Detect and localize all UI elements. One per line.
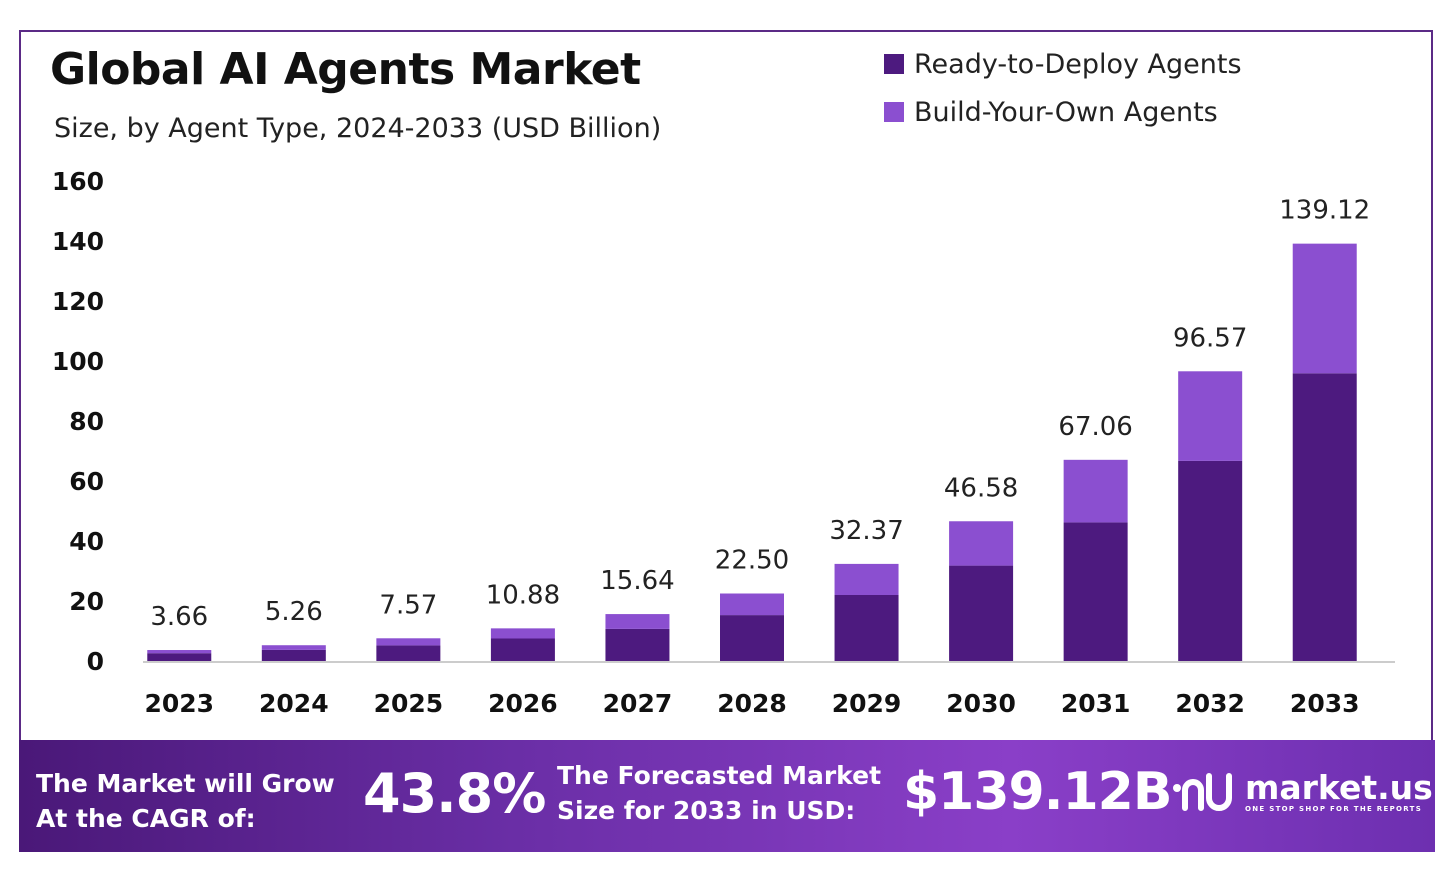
bar-segment-build-your-own bbox=[376, 638, 441, 646]
cagr-value: 43.8% bbox=[363, 762, 546, 825]
bar-segment-build-your-own bbox=[834, 563, 899, 595]
legend-swatch-build-your-own bbox=[884, 102, 904, 122]
summary-banner: The Market will Grow At the CAGR of: 43.… bbox=[19, 740, 1435, 852]
bar-total-label: 5.26 bbox=[265, 597, 323, 627]
legend-item-build-your-own: Build-Your-Own Agents bbox=[884, 88, 1242, 136]
bar-segment-ready-to-deploy bbox=[1063, 522, 1128, 661]
x-tick-label: 2030 bbox=[946, 689, 1016, 718]
bar-total-label: 3.66 bbox=[150, 602, 208, 632]
bar-segment-ready-to-deploy bbox=[261, 649, 326, 661]
cagr-label-line2: At the CAGR of: bbox=[36, 804, 256, 833]
bar-segment-build-your-own bbox=[949, 521, 1014, 566]
y-tick-label: 80 bbox=[69, 407, 104, 436]
y-tick-label: 40 bbox=[69, 527, 104, 556]
bar-segment-ready-to-deploy bbox=[490, 638, 555, 661]
chart-title: Global AI Agents Market bbox=[50, 44, 641, 95]
x-tick-label: 2033 bbox=[1290, 689, 1360, 718]
bar-segment-build-your-own bbox=[605, 614, 670, 629]
bar-segment-build-your-own bbox=[1292, 243, 1357, 374]
bar-segment-build-your-own bbox=[261, 645, 326, 650]
forecast-value: $139.12B bbox=[903, 762, 1172, 822]
y-tick-label: 100 bbox=[52, 347, 104, 376]
cagr-label: The Market will Grow At the CAGR of: bbox=[36, 766, 366, 836]
bar-segment-build-your-own bbox=[147, 650, 212, 654]
bar-total-label: 67.06 bbox=[1058, 412, 1132, 442]
y-tick-label: 20 bbox=[69, 587, 104, 616]
bar-segment-ready-to-deploy bbox=[949, 565, 1014, 661]
x-tick-label: 2026 bbox=[488, 689, 558, 718]
bar-segment-build-your-own bbox=[490, 628, 555, 639]
x-tick-label: 2031 bbox=[1061, 689, 1131, 718]
bar-total-label: 10.88 bbox=[486, 580, 560, 610]
bar-segment-ready-to-deploy bbox=[376, 645, 441, 661]
y-tick-label: 140 bbox=[52, 227, 104, 256]
x-tick-label: 2032 bbox=[1175, 689, 1245, 718]
bar-total-label: 7.57 bbox=[379, 590, 437, 620]
bar-segment-build-your-own bbox=[720, 593, 784, 616]
bar-chart: 0 20 40 60 80 100 120 140 160 3.66 2023 5.26 2024 7.5… bbox=[52, 167, 1395, 718]
x-tick-label: 2027 bbox=[603, 689, 673, 718]
bar-segment-build-your-own bbox=[1178, 371, 1243, 461]
x-tick-label: 2028 bbox=[717, 689, 787, 718]
bar-segment-ready-to-deploy bbox=[147, 653, 212, 661]
bar-segment-build-your-own bbox=[1063, 459, 1128, 523]
y-tick-label: 120 bbox=[52, 287, 104, 316]
forecast-label: The Forecasted Market Size for 2033 in U… bbox=[557, 758, 907, 828]
x-tick-label: 2025 bbox=[374, 689, 444, 718]
x-tick-label: 2024 bbox=[259, 689, 329, 718]
brand-tagline: ONE STOP SHOP FOR THE REPORTS bbox=[1245, 805, 1423, 813]
bar-total-label: 22.50 bbox=[715, 546, 789, 576]
bar-segment-ready-to-deploy bbox=[834, 595, 899, 661]
bar-segment-ready-to-deploy bbox=[1292, 373, 1357, 661]
forecast-label-line2: Size for 2033 in USD: bbox=[557, 796, 856, 825]
chart-subtitle: Size, by Agent Type, 2024-2033 (USD Bill… bbox=[54, 113, 662, 144]
legend-swatch-ready-to-deploy bbox=[884, 54, 904, 74]
legend-item-ready-to-deploy: Ready-to-Deploy Agents bbox=[884, 40, 1242, 88]
brand: market.us ONE STOP SHOP FOR THE REPORTS bbox=[1171, 768, 1433, 816]
forecast-label-line1: The Forecasted Market bbox=[557, 761, 882, 790]
cagr-label-line1: The Market will Grow bbox=[36, 769, 335, 798]
legend-label-ready-to-deploy: Ready-to-Deploy Agents bbox=[914, 48, 1242, 80]
x-tick-label: 2029 bbox=[832, 689, 902, 718]
brand-name: market.us bbox=[1245, 768, 1433, 807]
y-tick-label: 0 bbox=[87, 647, 104, 676]
bar-total-label: 15.64 bbox=[600, 566, 674, 596]
bar-total-label: 46.58 bbox=[944, 473, 1018, 503]
x-tick-label: 2023 bbox=[144, 689, 214, 718]
bar-total-label: 139.12 bbox=[1279, 196, 1370, 226]
legend: Ready-to-Deploy Agents Build-Your-Own Ag… bbox=[884, 40, 1242, 136]
y-tick-label: 160 bbox=[52, 167, 104, 196]
bar-segment-ready-to-deploy bbox=[605, 628, 670, 661]
bar-total-label: 32.37 bbox=[829, 516, 903, 546]
market-us-logo-icon bbox=[1173, 773, 1232, 811]
y-tick-label: 60 bbox=[69, 467, 104, 496]
bar-segment-ready-to-deploy bbox=[1178, 460, 1243, 661]
bar-segment-ready-to-deploy bbox=[720, 615, 784, 661]
bar-total-label: 96.57 bbox=[1173, 323, 1247, 353]
legend-label-build-your-own: Build-Your-Own Agents bbox=[914, 96, 1218, 128]
